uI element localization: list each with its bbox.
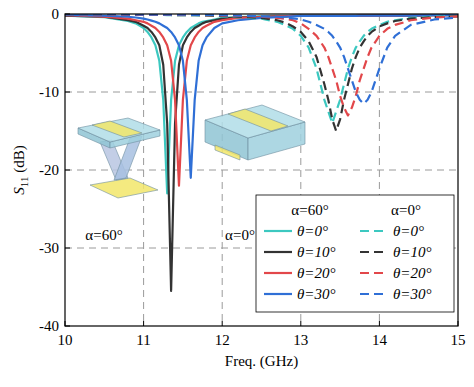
y-tick-label: -40 <box>39 318 59 334</box>
legend-label: θ=30° <box>393 286 432 302</box>
inset-strip <box>215 145 240 160</box>
legend-swatch <box>360 272 388 274</box>
inset-slab-top <box>205 105 305 138</box>
y-tick <box>65 14 70 15</box>
legend-label: θ=0° <box>393 223 424 239</box>
series-line <box>65 14 458 131</box>
x-tick <box>65 321 66 326</box>
inset-slab-top <box>78 118 160 142</box>
y-axis-label-part: 11 <box>18 177 30 188</box>
legend-swatch <box>360 251 388 253</box>
plot-frame <box>65 14 458 326</box>
y-tick <box>65 248 70 249</box>
legend-title: α=0° <box>391 202 421 218</box>
y-tick-label: -20 <box>39 162 59 178</box>
x-tick <box>379 321 380 326</box>
grid-line <box>65 92 458 93</box>
legend-swatch <box>360 230 388 232</box>
legend-label: θ=0° <box>297 223 328 239</box>
annotation: α=0° <box>225 227 255 243</box>
legend-swatch <box>264 251 292 253</box>
x-tick-label: 11 <box>136 332 150 348</box>
legend-swatch <box>264 230 292 232</box>
series-line <box>65 14 458 103</box>
legend-label: θ=30° <box>297 286 336 302</box>
inset-bottom-plate <box>90 178 158 198</box>
y-tick-label: 0 <box>52 6 60 22</box>
y-axis-label-part: (dB) <box>11 145 28 176</box>
y-tick <box>65 326 70 327</box>
annotation: α=60° <box>85 227 122 243</box>
x-tick-label: 12 <box>215 332 230 348</box>
series-line <box>65 15 458 194</box>
chart: 10 11 12 13 14 15 -40 -30 -20 -10 0 Freq. (GHz) S11 … <box>0 0 474 387</box>
y-tick-label: -30 <box>39 240 59 256</box>
legend-swatch <box>264 272 292 274</box>
legend-title: α=60° <box>291 202 328 218</box>
x-tick-label: 14 <box>372 332 388 348</box>
axes: 10 11 12 13 14 15 -40 -30 -20 -10 0 <box>39 6 466 348</box>
inset-strip <box>92 121 142 137</box>
x-axis-label: Freq. (GHz) <box>225 353 298 370</box>
x-tick <box>222 321 223 326</box>
legend-swatch <box>360 293 388 295</box>
y-tick <box>65 170 70 171</box>
series-line <box>65 15 458 185</box>
legend-label: θ=10° <box>297 244 336 260</box>
legend: α=60° α=0° θ=0° θ=10° θ=20° θ=30° θ=0° θ=10° θ=2… <box>256 195 454 312</box>
background <box>0 0 474 387</box>
x-tick <box>458 321 459 326</box>
y-axis-label: S11 (dB) <box>11 145 30 194</box>
legend-label: θ=10° <box>393 244 432 260</box>
x-tick-label: 13 <box>293 332 308 348</box>
legend-box <box>256 195 454 312</box>
grid <box>65 14 458 326</box>
legend-label: θ=20° <box>393 265 432 281</box>
x-tick <box>143 321 144 326</box>
y-tick <box>65 92 70 93</box>
y-tick-label: -10 <box>39 84 59 100</box>
x-tick-label: 15 <box>451 332 466 348</box>
series-line <box>65 14 458 123</box>
legend-label: θ=20° <box>297 265 336 281</box>
series-line <box>65 15 458 178</box>
series-line <box>65 14 458 115</box>
inset-strip <box>228 109 288 131</box>
x-tick-label: 10 <box>58 332 73 348</box>
legend-swatch <box>264 293 292 295</box>
x-tick <box>300 321 301 326</box>
